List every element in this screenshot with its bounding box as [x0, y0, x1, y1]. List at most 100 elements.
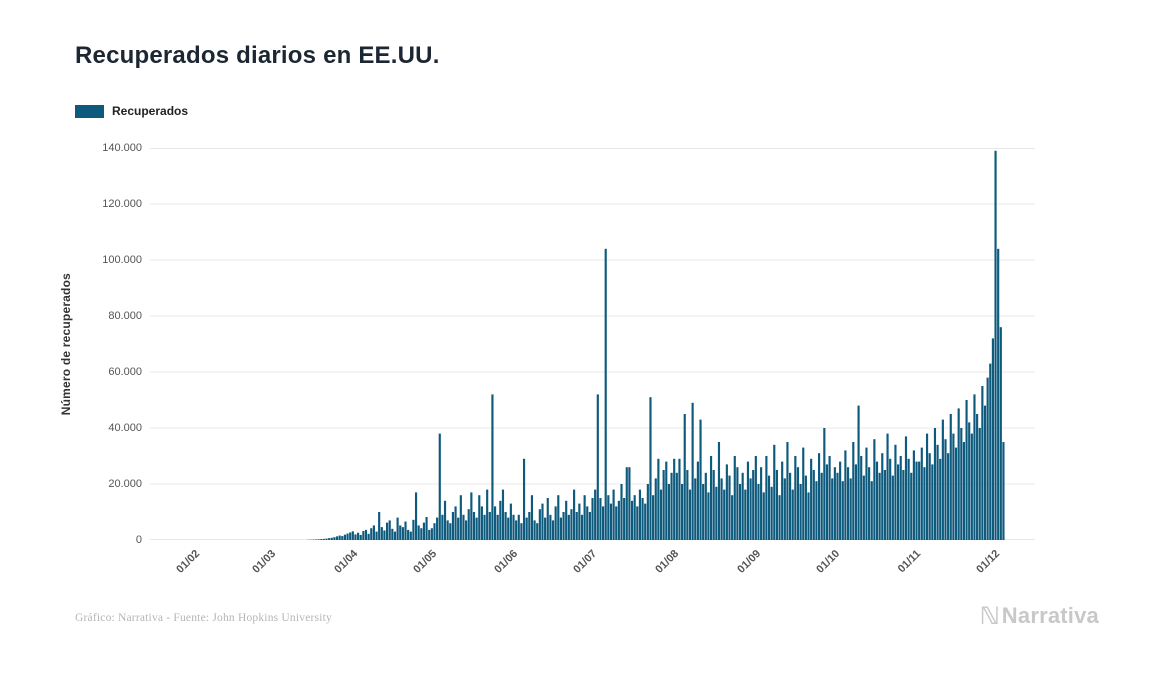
bar[interactable]	[362, 531, 365, 540]
bar[interactable]	[441, 514, 444, 540]
bar[interactable]	[907, 458, 910, 540]
bar[interactable]	[491, 394, 494, 540]
bar[interactable]	[823, 428, 826, 540]
bar[interactable]	[470, 492, 473, 540]
bar[interactable]	[333, 537, 336, 540]
bar[interactable]	[620, 484, 623, 540]
bar[interactable]	[696, 461, 699, 540]
bar[interactable]	[670, 472, 673, 540]
bar[interactable]	[517, 514, 520, 540]
bar[interactable]	[791, 489, 794, 540]
bar[interactable]	[575, 512, 578, 540]
bar[interactable]	[367, 533, 370, 540]
bar[interactable]	[886, 433, 889, 540]
bar[interactable]	[933, 428, 937, 540]
bar[interactable]	[925, 433, 929, 540]
bar[interactable]	[952, 433, 955, 540]
bar[interactable]	[654, 478, 657, 540]
bar[interactable]	[939, 458, 942, 540]
bar[interactable]	[533, 520, 536, 540]
bar[interactable]	[920, 447, 923, 540]
bar[interactable]	[839, 461, 842, 540]
bar[interactable]	[335, 536, 339, 540]
bar[interactable]	[936, 444, 939, 540]
bar[interactable]	[778, 495, 781, 540]
bar[interactable]	[330, 537, 333, 540]
bar[interactable]	[520, 523, 523, 540]
bar[interactable]	[949, 414, 952, 540]
bar[interactable]	[420, 528, 423, 540]
bar[interactable]	[965, 400, 968, 540]
bar[interactable]	[883, 470, 886, 540]
bar[interactable]	[507, 517, 510, 540]
bar[interactable]	[446, 520, 449, 540]
bar[interactable]	[678, 458, 681, 540]
bar[interactable]	[488, 512, 491, 540]
bar[interactable]	[765, 456, 768, 540]
bar[interactable]	[828, 456, 831, 540]
bar[interactable]	[947, 453, 950, 540]
bar[interactable]	[931, 464, 934, 540]
bar[interactable]	[1002, 442, 1005, 540]
bar[interactable]	[894, 444, 897, 540]
bar[interactable]	[673, 458, 676, 540]
bar[interactable]	[407, 529, 410, 540]
bar[interactable]	[430, 528, 433, 540]
bar[interactable]	[436, 517, 439, 540]
bar[interactable]	[757, 484, 760, 540]
bar[interactable]	[683, 414, 686, 540]
bar[interactable]	[833, 467, 836, 540]
bar[interactable]	[941, 419, 944, 540]
bar[interactable]	[425, 517, 428, 540]
bar[interactable]	[796, 467, 800, 540]
bar[interactable]	[841, 481, 844, 540]
bar[interactable]	[525, 517, 528, 540]
bar[interactable]	[686, 470, 689, 540]
bar[interactable]	[707, 492, 710, 540]
bar[interactable]	[741, 472, 744, 540]
bar[interactable]	[325, 538, 328, 540]
bar[interactable]	[586, 506, 589, 540]
bar[interactable]	[549, 514, 552, 540]
bar[interactable]	[357, 532, 360, 540]
bar[interactable]	[957, 408, 960, 540]
bar[interactable]	[401, 527, 404, 540]
bar[interactable]	[973, 394, 976, 540]
bar[interactable]	[981, 386, 984, 540]
bar[interactable]	[720, 478, 723, 540]
bar[interactable]	[825, 464, 829, 540]
bar[interactable]	[541, 503, 544, 540]
bar[interactable]	[599, 498, 602, 540]
bar[interactable]	[794, 456, 797, 540]
bar[interactable]	[475, 517, 478, 540]
bar[interactable]	[662, 470, 665, 540]
bar[interactable]	[910, 472, 913, 540]
bar[interactable]	[443, 500, 447, 540]
bar[interactable]	[852, 442, 855, 540]
bar[interactable]	[844, 450, 847, 540]
bar[interactable]	[465, 520, 468, 540]
bar[interactable]	[417, 525, 420, 540]
bar[interactable]	[702, 484, 705, 540]
bar[interactable]	[341, 536, 344, 540]
bar[interactable]	[573, 489, 576, 540]
bar[interactable]	[728, 475, 731, 540]
bar[interactable]	[385, 522, 389, 540]
bar[interactable]	[530, 495, 534, 540]
bar[interactable]	[551, 520, 555, 540]
bar[interactable]	[994, 150, 997, 541]
bar[interactable]	[467, 509, 470, 540]
bar[interactable]	[472, 512, 476, 540]
bar[interactable]	[978, 428, 981, 540]
bar[interactable]	[836, 472, 839, 540]
bar[interactable]	[991, 338, 994, 540]
bar[interactable]	[462, 514, 465, 540]
bar[interactable]	[486, 489, 489, 540]
bar[interactable]	[897, 464, 900, 540]
bar[interactable]	[615, 506, 618, 540]
bar[interactable]	[775, 470, 778, 540]
bar[interactable]	[322, 538, 325, 540]
bar[interactable]	[404, 521, 407, 540]
bar[interactable]	[399, 525, 402, 540]
bar[interactable]	[338, 535, 341, 540]
